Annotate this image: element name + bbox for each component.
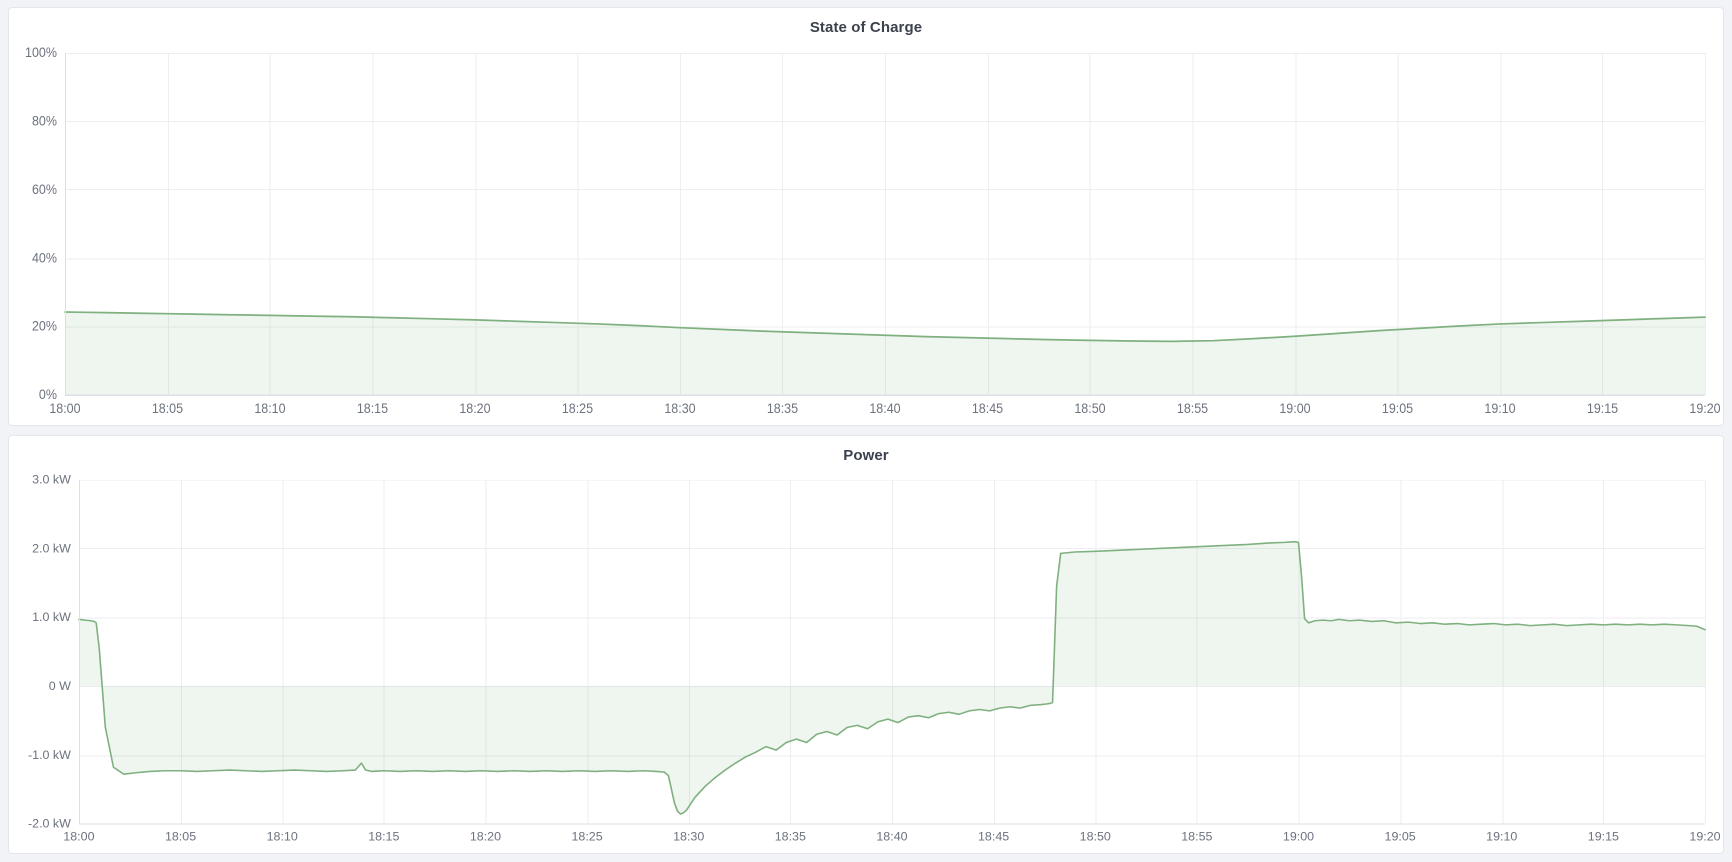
x-axis-ticks: 18:00 18:05 18:10 18:15 18:20 18:25 18:30 18:35… bbox=[49, 401, 1720, 417]
y-axis-tick-label: 0% bbox=[39, 387, 57, 403]
x-axis-tick-label: 19:15 bbox=[1587, 401, 1618, 417]
x-axis-tick-label: 19:05 bbox=[1385, 829, 1416, 843]
x-axis-tick-label: 18:15 bbox=[357, 401, 388, 417]
chart-svg-power[interactable]: 3.0 kW 2.0 kW 1.0 kW 0 W -1.0 kW -2.0 kW18:00… bbox=[9, 470, 1723, 853]
x-axis-tick-label: 19:10 bbox=[1484, 401, 1515, 417]
x-axis-tick-label: 18:10 bbox=[254, 401, 285, 417]
y-axis-tick-label: 1.0 kW bbox=[32, 610, 71, 624]
x-axis-tick-label: 18:40 bbox=[876, 829, 907, 843]
grid-group bbox=[78, 479, 1707, 825]
x-axis-tick-label: 18:30 bbox=[673, 829, 704, 843]
x-axis-tick-label: 18:25 bbox=[562, 401, 593, 417]
y-axis-tick-label: 80% bbox=[32, 113, 57, 129]
series-area-fill bbox=[78, 541, 1706, 815]
x-axis-tick-label: 19:05 bbox=[1382, 401, 1413, 417]
x-axis-tick-label: 19:00 bbox=[1279, 401, 1310, 417]
x-axis-tick-label: 18:00 bbox=[63, 829, 94, 843]
series-line[interactable] bbox=[78, 540, 1706, 815]
y-axis-tick-label: -1.0 kW bbox=[28, 748, 71, 762]
y-axis-tick-label: 20% bbox=[32, 318, 57, 334]
y-axis-tick-label: 60% bbox=[32, 181, 57, 197]
chart-state-of-charge[interactable]: 100% 80% 60% 40% 20% 0% 18:00 18:05 18:10 18:15 18… bbox=[9, 42, 1723, 425]
series-line[interactable] bbox=[64, 311, 1706, 343]
y-axis-tick-label: 40% bbox=[32, 250, 57, 266]
x-axis-tick-label: 19:15 bbox=[1588, 829, 1619, 843]
y-axis-ticks: 100% 80% 60% 40% 20% 0% bbox=[25, 45, 57, 402]
axis-group bbox=[78, 479, 1706, 825]
x-axis-tick-label: 18:05 bbox=[165, 829, 196, 843]
panel-state-of-charge[interactable]: State of Charge 100% 80% 60% 40% 20% 0% 18:00 1… bbox=[8, 7, 1724, 426]
panel-power[interactable]: Power 3.0 kW 2.0 kW 1.0 kW 0 W -1.0 kW -2.0 k… bbox=[8, 435, 1724, 854]
x-axis-tick-label: 18:50 bbox=[1074, 401, 1105, 417]
x-axis-tick-label: 18:45 bbox=[972, 401, 1003, 417]
x-axis-tick-label: 18:35 bbox=[767, 401, 798, 417]
x-axis-tick-label: 19:20 bbox=[1689, 829, 1720, 843]
x-axis-tick-label: 18:35 bbox=[775, 829, 806, 843]
x-axis-tick-label: 19:00 bbox=[1283, 829, 1314, 843]
chart-power[interactable]: 3.0 kW 2.0 kW 1.0 kW 0 W -1.0 kW -2.0 kW 18:00… bbox=[9, 470, 1723, 853]
y-axis-tick-label: 0 W bbox=[49, 679, 72, 693]
series-area-fill bbox=[64, 311, 1706, 395]
x-axis-tick-label: 18:10 bbox=[267, 829, 298, 843]
panel-title-power: Power bbox=[843, 447, 889, 464]
x-axis-tick-label: 18:00 bbox=[49, 401, 80, 417]
panel-title-state-of-charge: State of Charge bbox=[809, 19, 923, 36]
y-axis-ticks: 3.0 kW 2.0 kW 1.0 kW 0 W -1.0 kW -2.0 kW bbox=[28, 473, 71, 831]
x-axis-tick-label: 18:05 bbox=[152, 401, 183, 417]
x-axis-tick-label: 18:45 bbox=[978, 829, 1009, 843]
chart-svg-state-of-charge[interactable]: 100%80%60%40%20%0%18:00 18:05 18:10 18:15 18… bbox=[9, 42, 1723, 425]
axis-group bbox=[64, 52, 1706, 396]
x-axis-tick-label: 18:40 bbox=[869, 401, 900, 417]
y-axis-tick-label: 2.0 kW bbox=[32, 542, 71, 556]
x-axis-tick-label: 18:55 bbox=[1181, 829, 1212, 843]
x-axis-tick-label: 19:20 bbox=[1689, 401, 1720, 417]
x-axis-tick-label: 18:25 bbox=[571, 829, 602, 843]
y-axis-tick-label: 3.0 kW bbox=[32, 473, 71, 487]
x-axis-tick-label: 18:55 bbox=[1177, 401, 1208, 417]
x-axis-tick-label: 18:15 bbox=[368, 829, 399, 843]
x-axis-tick-label: 18:30 bbox=[664, 401, 695, 417]
x-axis-ticks: 18:00 18:05 18:10 18:15 18:20 18:25 18:30 18:35… bbox=[63, 829, 1720, 843]
x-axis-tick-label: 18:20 bbox=[459, 401, 490, 417]
y-axis-tick-label: 100% bbox=[25, 45, 57, 61]
y-axis-tick-label: -2.0 kW bbox=[28, 817, 71, 831]
x-axis-tick-label: 18:20 bbox=[470, 829, 501, 843]
x-axis-tick-label: 18:50 bbox=[1080, 829, 1111, 843]
x-axis-tick-label: 19:10 bbox=[1486, 829, 1517, 843]
